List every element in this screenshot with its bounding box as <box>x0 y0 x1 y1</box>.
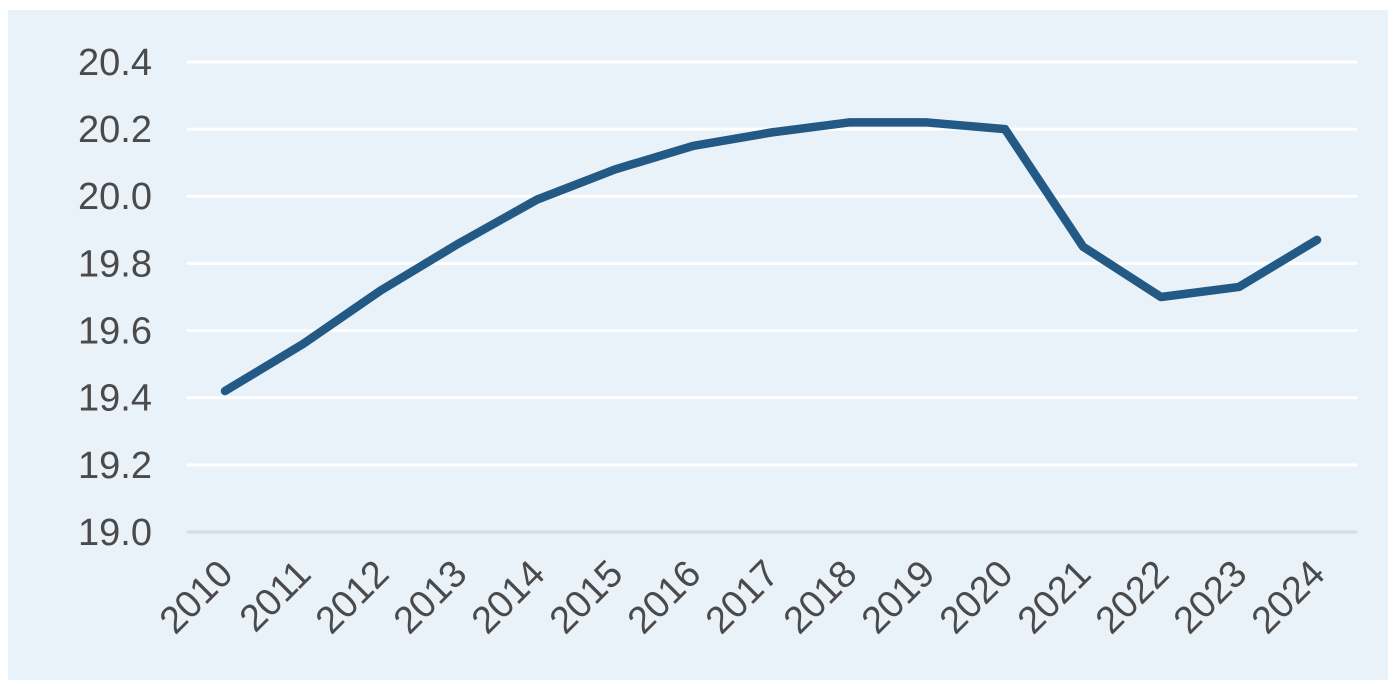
y-tick-label: 20.0 <box>78 176 152 218</box>
y-tick-label: 19.6 <box>78 310 152 352</box>
y-tick-label: 19.0 <box>78 512 152 554</box>
y-tick-label: 19.8 <box>78 243 152 285</box>
y-tick-label: 19.2 <box>78 445 152 487</box>
y-tick-label: 20.4 <box>78 42 152 84</box>
data-line-series <box>220 118 1322 396</box>
y-tick-label: 19.4 <box>78 378 152 420</box>
y-tick-label: 20.2 <box>78 109 152 151</box>
chart-panel-background <box>8 10 1388 680</box>
